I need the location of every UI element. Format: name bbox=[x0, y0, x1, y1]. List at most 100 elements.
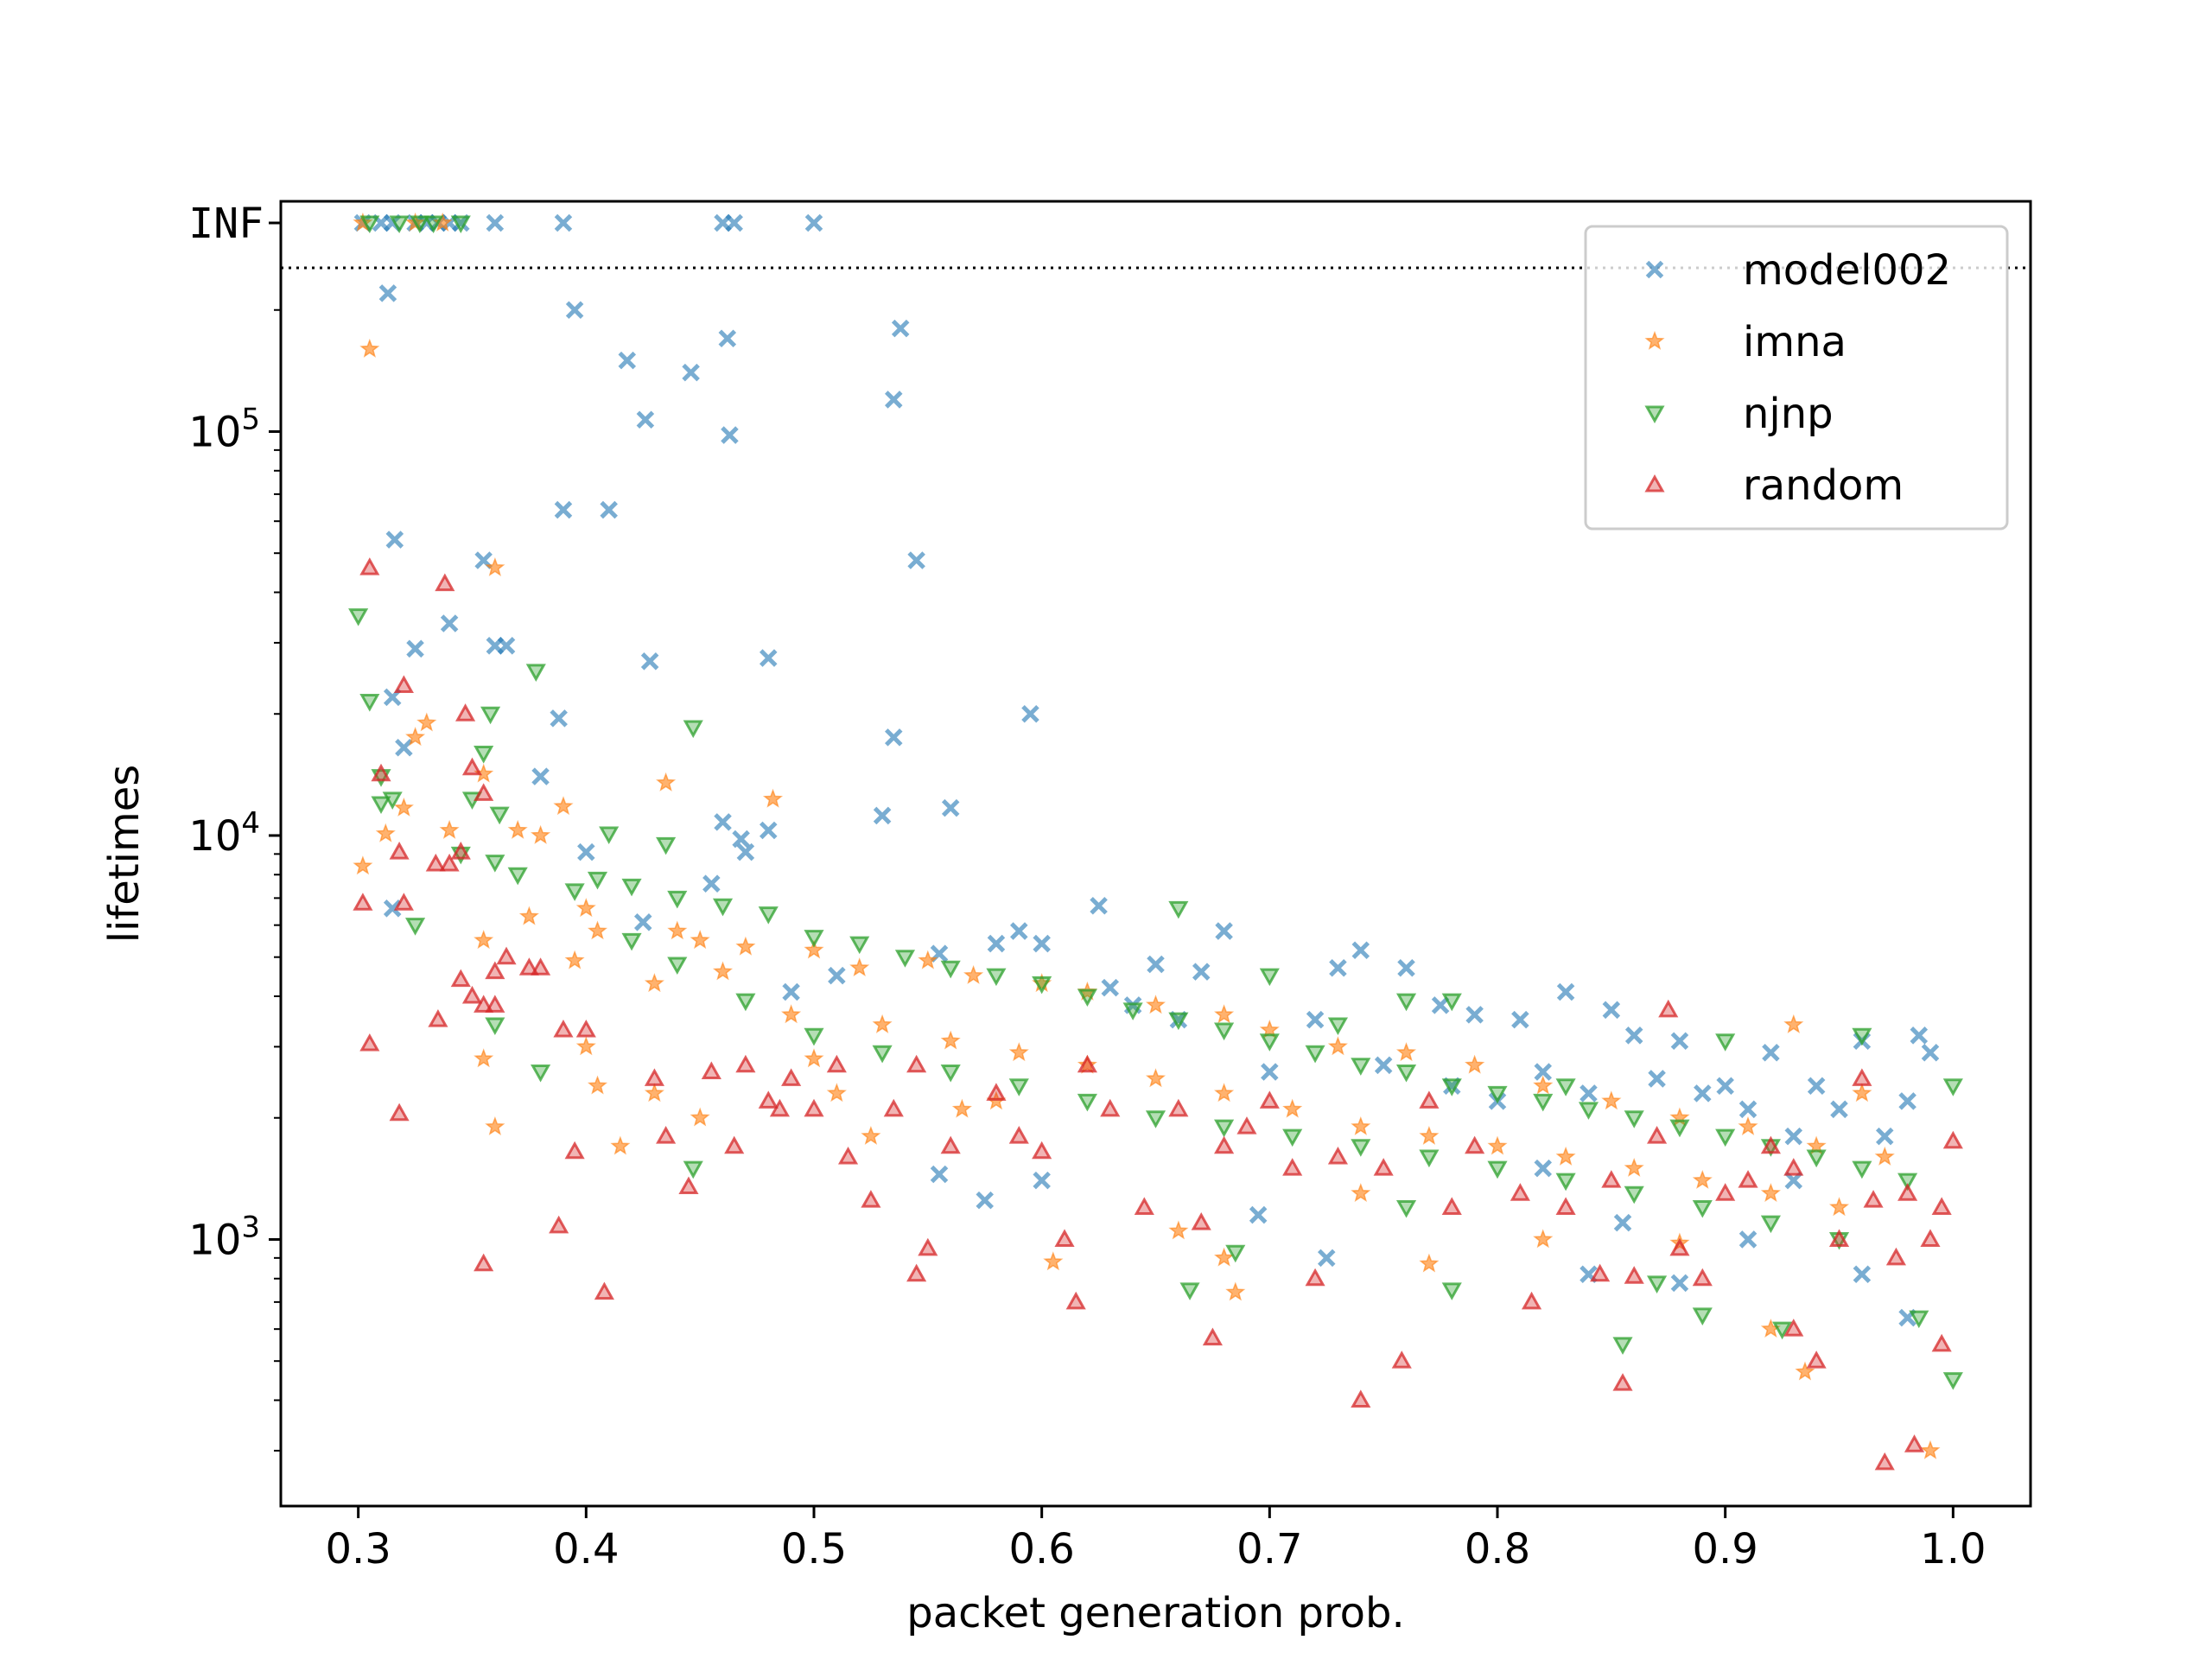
imna-point bbox=[587, 1075, 608, 1095]
njnp-point bbox=[656, 836, 677, 855]
imna-point bbox=[393, 797, 414, 817]
imna-point bbox=[610, 1135, 631, 1155]
imna-point bbox=[1795, 1361, 1815, 1381]
imna-point bbox=[804, 1048, 824, 1068]
njnp-point bbox=[1760, 1215, 1781, 1234]
njnp-point bbox=[940, 1064, 961, 1083]
random-point bbox=[1715, 1183, 1736, 1201]
model002-point bbox=[633, 913, 652, 931]
random-point bbox=[455, 703, 476, 721]
x-tick-label: 0.8 bbox=[1465, 1525, 1530, 1573]
njnp-point bbox=[1441, 1078, 1462, 1096]
njnp-point bbox=[1624, 1185, 1644, 1205]
imna-point bbox=[575, 1036, 596, 1056]
random-point bbox=[485, 961, 505, 980]
model002-point bbox=[702, 874, 721, 893]
random-point bbox=[496, 946, 517, 965]
model002-point bbox=[1624, 1027, 1643, 1045]
imna-point bbox=[1043, 1251, 1064, 1271]
model002-point bbox=[1010, 922, 1028, 940]
njnp-point bbox=[1419, 1149, 1440, 1168]
series-njnp bbox=[348, 215, 1963, 1390]
njnp-point bbox=[474, 746, 494, 764]
model002-point bbox=[1784, 1127, 1803, 1146]
njnp-point bbox=[1395, 1199, 1417, 1218]
njnp-point bbox=[1909, 1310, 1929, 1329]
imna-point bbox=[1145, 995, 1166, 1014]
random-point bbox=[883, 1098, 904, 1117]
random-point bbox=[474, 995, 494, 1013]
njnp-point bbox=[1259, 1033, 1280, 1052]
model002-point bbox=[941, 798, 960, 817]
random-point bbox=[518, 957, 539, 976]
njnp-point bbox=[621, 932, 642, 951]
model002-point bbox=[873, 806, 892, 825]
njnp-point bbox=[849, 936, 870, 955]
imna-point bbox=[861, 1125, 881, 1145]
njnp-point bbox=[587, 871, 608, 890]
njnp-point bbox=[389, 215, 410, 234]
njnp-point bbox=[531, 1064, 551, 1083]
model002-point bbox=[1694, 1084, 1712, 1103]
random-point bbox=[1624, 1266, 1644, 1284]
x-axis: 0.3 0.4 0.5 0.6 0.7 0.8 0.9 1.0 bbox=[325, 1506, 1986, 1573]
model002-point bbox=[554, 500, 573, 519]
njnp-point bbox=[1008, 1078, 1029, 1096]
njnp-point bbox=[1647, 1275, 1668, 1294]
njnp-point bbox=[1395, 1064, 1417, 1083]
imna-point bbox=[1419, 1253, 1440, 1273]
imna-point bbox=[712, 961, 734, 981]
model002-point bbox=[1329, 958, 1347, 977]
njnp-point bbox=[804, 1027, 824, 1046]
model002-point bbox=[804, 213, 823, 232]
legend-entry-random: random bbox=[1644, 461, 1904, 510]
njnp-point bbox=[1145, 1110, 1166, 1128]
random-point bbox=[359, 557, 380, 575]
model002-point bbox=[565, 301, 584, 320]
random-point bbox=[531, 957, 551, 976]
njnp-point bbox=[1305, 1045, 1325, 1064]
njnp-point bbox=[1897, 1173, 1918, 1192]
njnp-point bbox=[1077, 988, 1097, 1007]
model002-point bbox=[1534, 1063, 1553, 1081]
legend-marker-imna bbox=[1644, 330, 1665, 350]
model002-point bbox=[782, 982, 800, 1001]
njnp-point bbox=[525, 664, 546, 682]
njnp-point bbox=[1168, 900, 1189, 919]
imna-point bbox=[1555, 1146, 1576, 1166]
imna-point bbox=[781, 1004, 802, 1024]
model002-point bbox=[636, 410, 655, 429]
njnp-point bbox=[1692, 1307, 1713, 1325]
random-point bbox=[1305, 1268, 1325, 1287]
random-point bbox=[1351, 1389, 1371, 1408]
model002-point bbox=[531, 767, 550, 785]
imna-point bbox=[918, 950, 938, 969]
random-point bbox=[1202, 1327, 1223, 1346]
random-point bbox=[1008, 1126, 1029, 1144]
random-point bbox=[461, 985, 483, 1004]
imna-point bbox=[1077, 1054, 1097, 1074]
imna-point bbox=[474, 930, 494, 950]
model002-point bbox=[406, 639, 424, 658]
model002-point bbox=[1602, 1001, 1621, 1020]
random-point bbox=[1904, 1434, 1925, 1452]
imna-point bbox=[1487, 1135, 1508, 1155]
njnp-point bbox=[712, 898, 734, 917]
njnp-point bbox=[564, 883, 585, 901]
series-model002 bbox=[353, 213, 1940, 1327]
legend-marker-random bbox=[1644, 474, 1665, 493]
random-point bbox=[1760, 1135, 1781, 1154]
legend-label: njnp bbox=[1743, 390, 1834, 438]
legend-marker-model002 bbox=[1645, 260, 1664, 279]
random-point bbox=[1852, 1068, 1872, 1086]
model002-point bbox=[1215, 922, 1233, 940]
random-point bbox=[1863, 1190, 1884, 1208]
imna-point bbox=[353, 855, 373, 875]
njnp-point bbox=[1282, 1128, 1303, 1147]
random-point bbox=[549, 1215, 569, 1234]
model002-point bbox=[1670, 1032, 1689, 1051]
njnp-point bbox=[410, 215, 430, 234]
model002-point bbox=[1534, 1159, 1553, 1178]
imna-point bbox=[1282, 1098, 1303, 1118]
random-point bbox=[575, 1019, 596, 1038]
